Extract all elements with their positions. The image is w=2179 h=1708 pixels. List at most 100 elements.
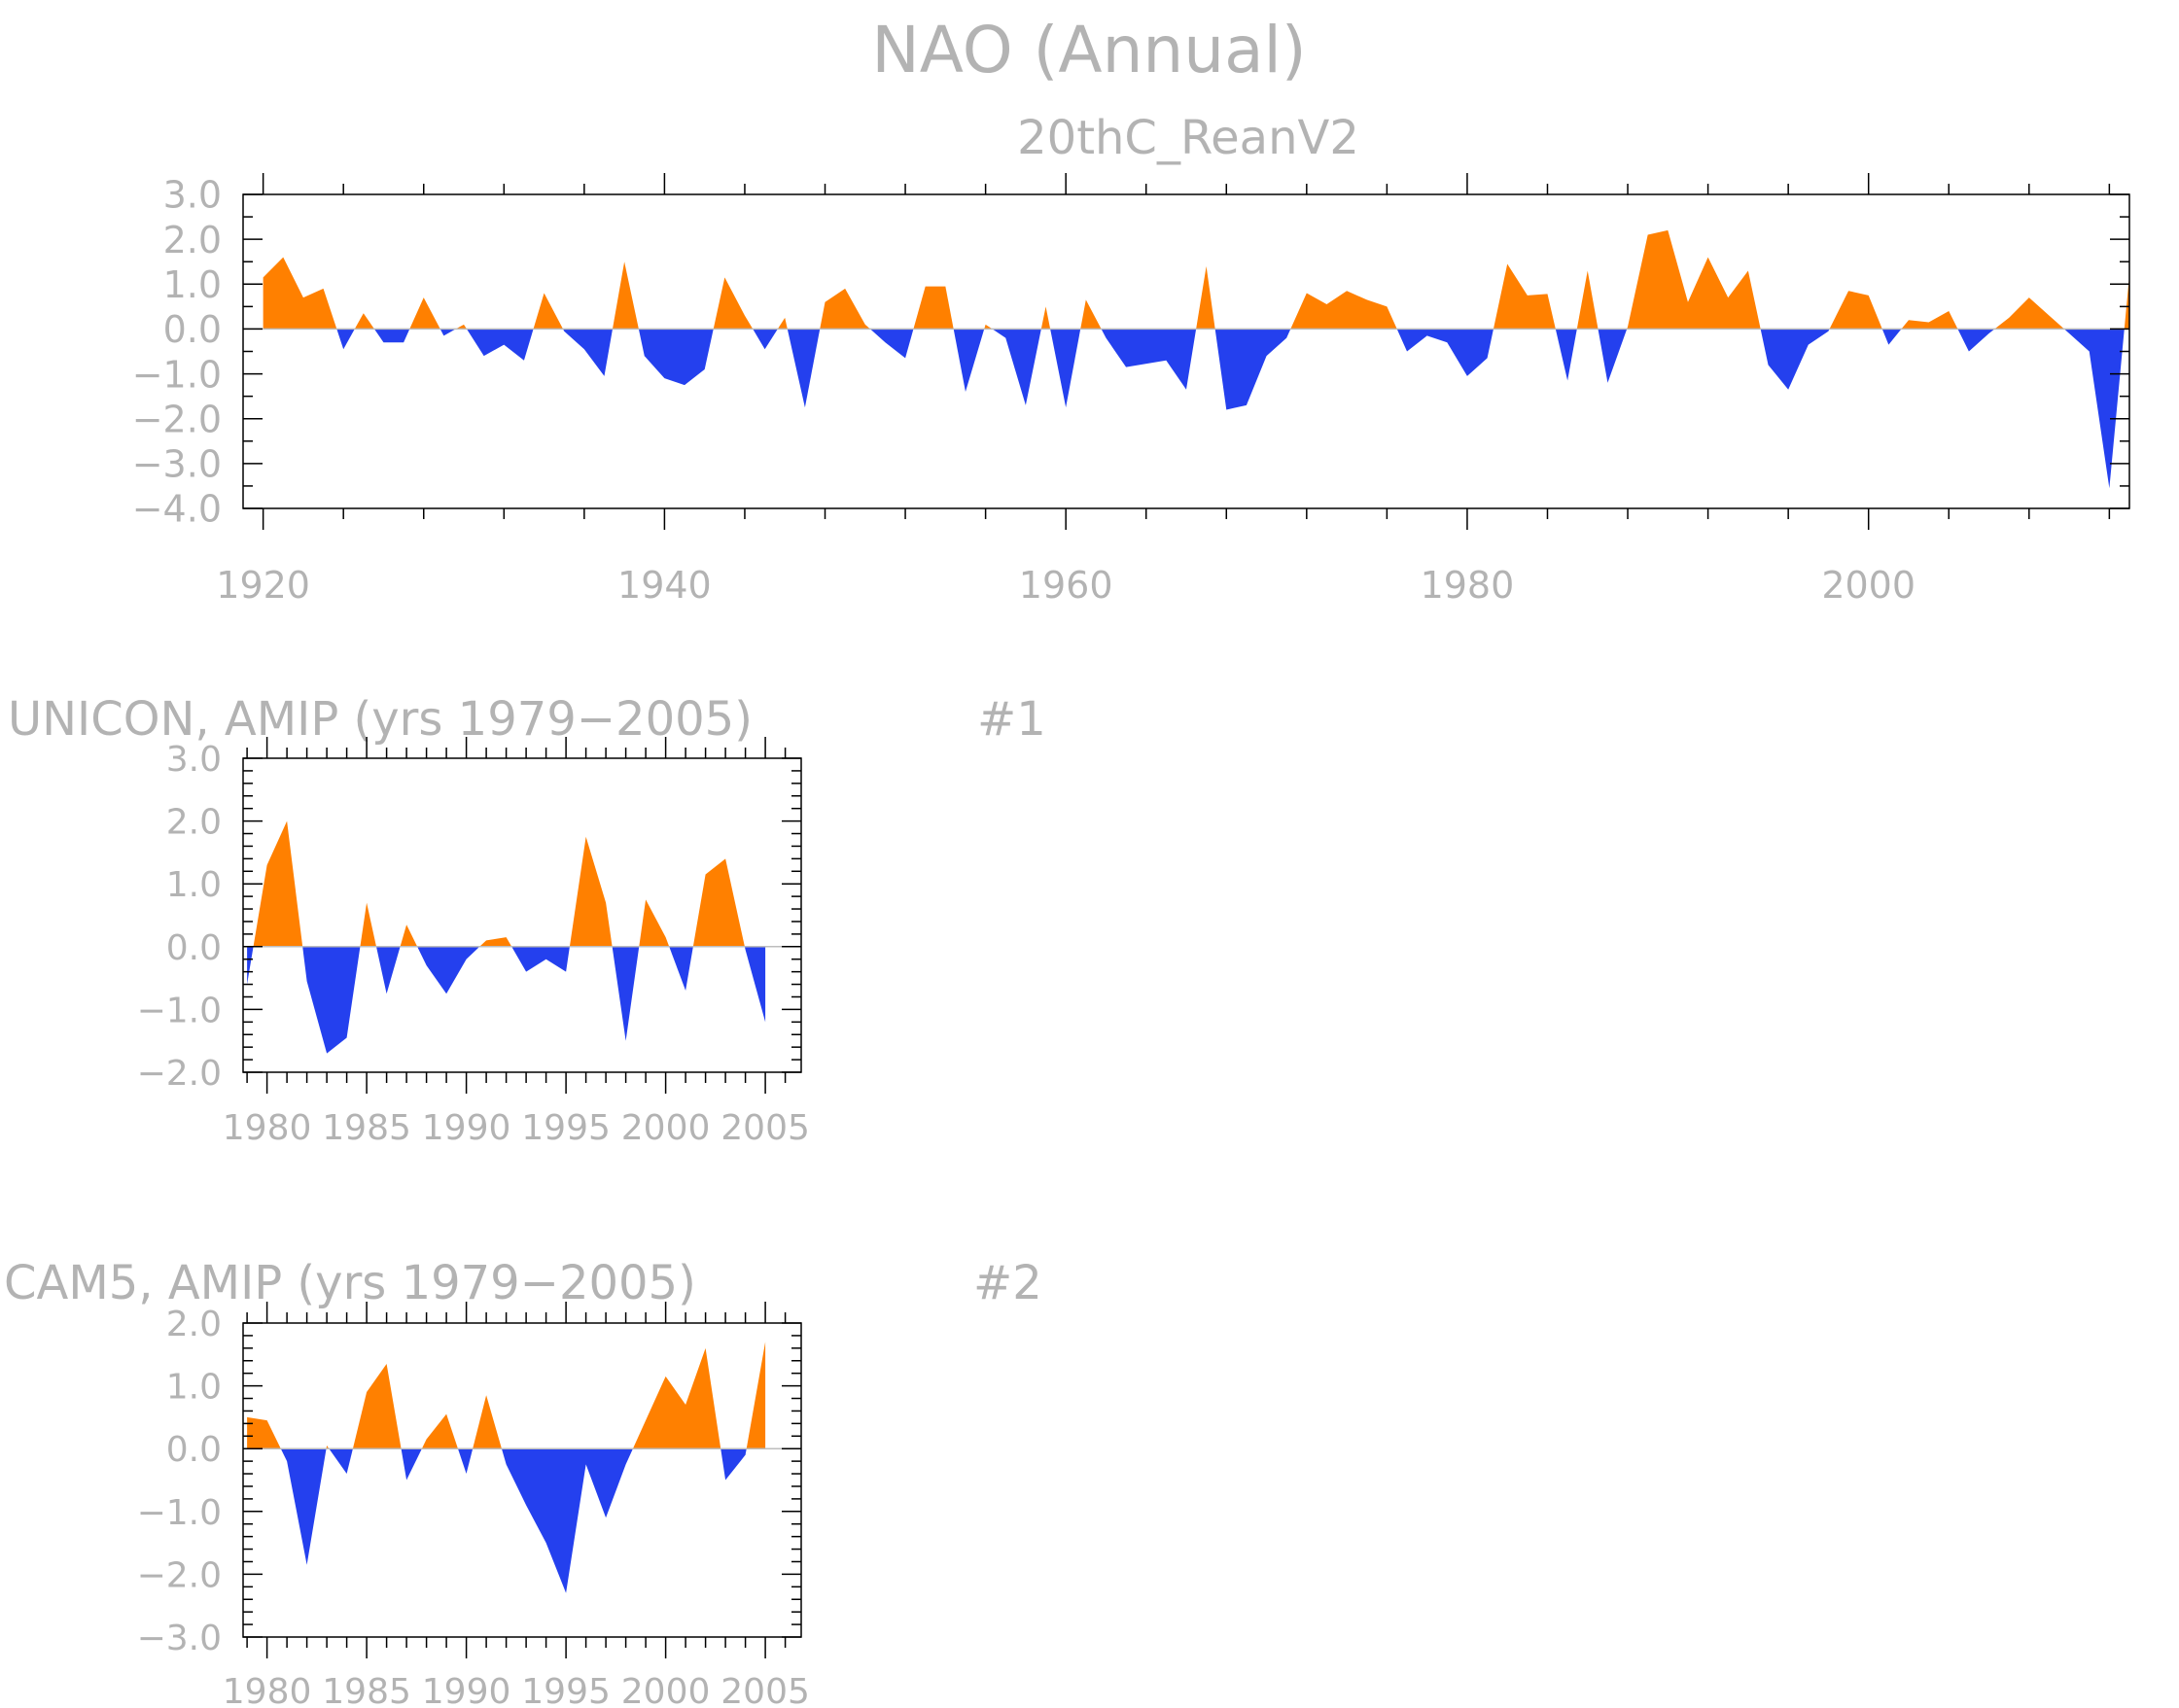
positive-area-9 (913, 286, 954, 330)
negative-area-2 (401, 1448, 422, 1481)
panel-20thc-reanv2: 20thC_ReanV2 3.02.01.00.0−1.0−2.0−3.0−4.… (132, 111, 2130, 607)
negative-area-2 (439, 329, 456, 336)
positive-area-4 (533, 293, 563, 330)
positive-area-20 (1994, 297, 2064, 330)
x-tick-label: 1980 (223, 1672, 312, 1708)
positive-area-5 (632, 1347, 721, 1449)
x-tick-label: 1995 (521, 1108, 611, 1148)
y-tick-label: 2.0 (163, 219, 222, 261)
negative-area-9 (953, 329, 985, 393)
y-tick-label: 1.0 (163, 263, 222, 306)
negative-area-19 (1957, 329, 1995, 352)
negative-area-3 (417, 946, 480, 994)
y-tick-label: −2.0 (137, 1054, 222, 1094)
x-tick-label: 1985 (322, 1672, 411, 1708)
y-tick-label: −1.0 (132, 353, 222, 396)
panel-title: CAM5, AMIP (yrs 1979−2005) (4, 1256, 696, 1310)
x-tick-label: 2005 (720, 1108, 810, 1148)
x-tick-label: 1995 (521, 1672, 611, 1708)
negative-area-0 (336, 329, 355, 350)
negative-area-16 (1598, 329, 1628, 383)
negative-area-4 (562, 329, 613, 376)
panel-title: UNICON, AMIP (yrs 1979−2005) (8, 692, 753, 747)
positive-area-15 (1493, 263, 1556, 330)
negative-area-8 (869, 329, 914, 359)
y-tick-label: −1.0 (137, 1493, 222, 1533)
negative-area-18 (1881, 329, 1902, 345)
positive-area-6 (692, 858, 745, 947)
x-tick-label: 1985 (322, 1108, 411, 1148)
negative-area-1 (329, 1448, 353, 1475)
positive-area-19 (1901, 310, 1958, 330)
panel-label: #1 (977, 692, 1046, 747)
negative-area-3 (457, 1448, 474, 1475)
negative-area-6 (669, 946, 693, 992)
x-tick-label: 2000 (1821, 564, 1915, 607)
positive-area-16 (1576, 270, 1599, 330)
y-tick-label: 0.0 (166, 928, 222, 968)
plot-frame (242, 1322, 802, 1638)
plot-area: 3.02.01.00.0−1.0−2.0−3.0−4.0 1920 1940 1960… (132, 173, 2130, 607)
negative-area-13 (1214, 329, 1291, 410)
negative-area-3 (466, 329, 534, 361)
x-tick-label: 1940 (617, 564, 712, 607)
negative-area-7 (744, 946, 766, 1023)
positive-area-2 (400, 924, 418, 947)
x-tick-label: 1960 (1019, 564, 1113, 607)
positive-area-6 (713, 277, 754, 330)
positive-area-21 (2124, 275, 2129, 330)
positive-area-7 (777, 317, 788, 330)
positive-area-5 (612, 261, 639, 330)
negative-area-6 (753, 329, 778, 350)
negative-area-20 (2063, 329, 2125, 489)
positive-area-13 (1196, 265, 1215, 330)
negative-area-7 (787, 329, 821, 408)
y-tick-label: 2.0 (166, 1305, 222, 1344)
positive-area-11 (1040, 306, 1051, 330)
positive-area-0 (247, 1416, 281, 1449)
y-tick-label: 3.0 (166, 740, 222, 780)
negative-area-11 (1050, 329, 1081, 408)
negative-area-5 (612, 946, 640, 1041)
positive-area-4 (473, 1395, 502, 1449)
negative-area-5 (638, 329, 714, 386)
positive-area-3 (455, 324, 467, 330)
negative-area-12 (1101, 329, 1197, 390)
y-tick-label: 0.0 (163, 308, 222, 351)
positive-area-8 (820, 288, 870, 330)
x-tick-label: 1990 (422, 1672, 511, 1708)
positive-area-14 (1290, 291, 1397, 330)
x-tick-label: 2000 (621, 1108, 711, 1148)
y-tick-label: −4.0 (132, 488, 222, 531)
negative-area-14 (1396, 329, 1494, 376)
negative-area-1 (302, 946, 361, 1054)
y-tick-label: −3.0 (132, 443, 222, 486)
positive-area-2 (409, 297, 440, 330)
y-tick-label: −3.0 (137, 1619, 222, 1658)
negative-area-15 (1555, 329, 1577, 381)
positive-area-10 (984, 324, 993, 330)
y-tick-label: −1.0 (137, 991, 222, 1030)
y-tick-label: 3.0 (163, 174, 222, 217)
negative-area-1 (373, 329, 410, 343)
positive-area-1 (360, 902, 376, 947)
negative-area-0 (280, 1448, 327, 1565)
positive-area-0 (263, 257, 337, 330)
y-tick-label: −2.0 (132, 398, 222, 440)
negative-area-0 (247, 946, 254, 985)
positive-area-3 (421, 1413, 458, 1449)
negative-area-4 (501, 1448, 633, 1593)
positive-area-12 (1080, 299, 1102, 330)
panel-cam5-amip: CAM5, AMIP (yrs 1979−2005) #2 2.0 1.0 0.0 −… (4, 1256, 1042, 1708)
positive-area-1 (354, 313, 374, 330)
y-tick-label: 0.0 (166, 1430, 222, 1470)
panel-label: #2 (973, 1256, 1042, 1310)
positive-area-5 (639, 899, 670, 947)
x-tick-label: 1990 (422, 1108, 511, 1148)
negative-area-10 (992, 329, 1041, 405)
negative-area-4 (511, 946, 570, 972)
figure-title: NAO (Annual) (871, 13, 1306, 87)
plot-frame (242, 757, 802, 1073)
